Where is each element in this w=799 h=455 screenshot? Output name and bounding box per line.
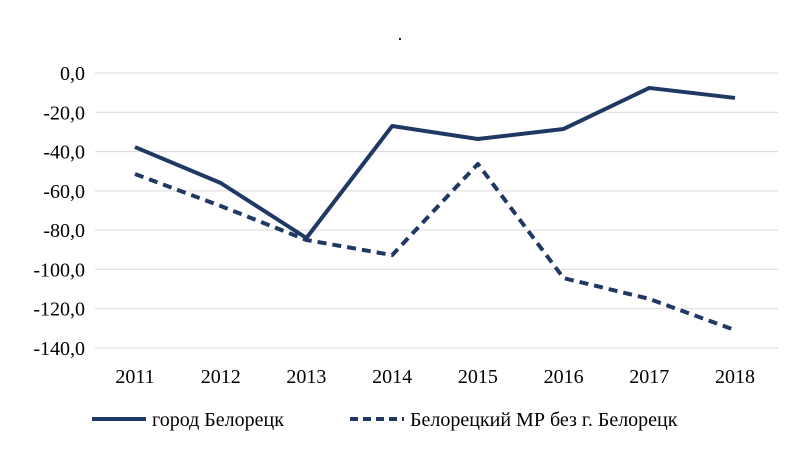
y-tick-label: 0,0 <box>60 63 85 85</box>
series-line-0 <box>135 88 735 238</box>
y-tick-label: -20,0 <box>43 102 85 124</box>
x-tick-label: 2014 <box>372 366 412 388</box>
legend: город Белорецк Белорецкий МР без г. Бело… <box>92 409 678 431</box>
y-tick-label: -40,0 <box>43 142 85 164</box>
legend-label-1: Белорецкий МР без г. Белорецк <box>410 409 678 431</box>
x-tick-label: 2016 <box>544 366 584 388</box>
x-tick-label: 2011 <box>115 366 154 388</box>
y-tick-label: -120,0 <box>33 299 85 321</box>
x-tick-label: 2017 <box>629 366 669 388</box>
y-tick-label: -100,0 <box>33 259 85 281</box>
x-tick-label: 2013 <box>286 366 326 388</box>
x-tick-label: 2012 <box>201 366 241 388</box>
y-tick-label: -140,0 <box>33 338 85 360</box>
series-line-1 <box>135 164 735 330</box>
chart-title: . <box>398 24 403 44</box>
y-tick-label: -80,0 <box>43 220 85 242</box>
y-tick-label: -60,0 <box>43 181 85 203</box>
legend-label-0: город Белорецк <box>152 409 284 431</box>
x-tick-label: 2018 <box>715 366 755 388</box>
x-tick-label: 2015 <box>458 366 498 388</box>
